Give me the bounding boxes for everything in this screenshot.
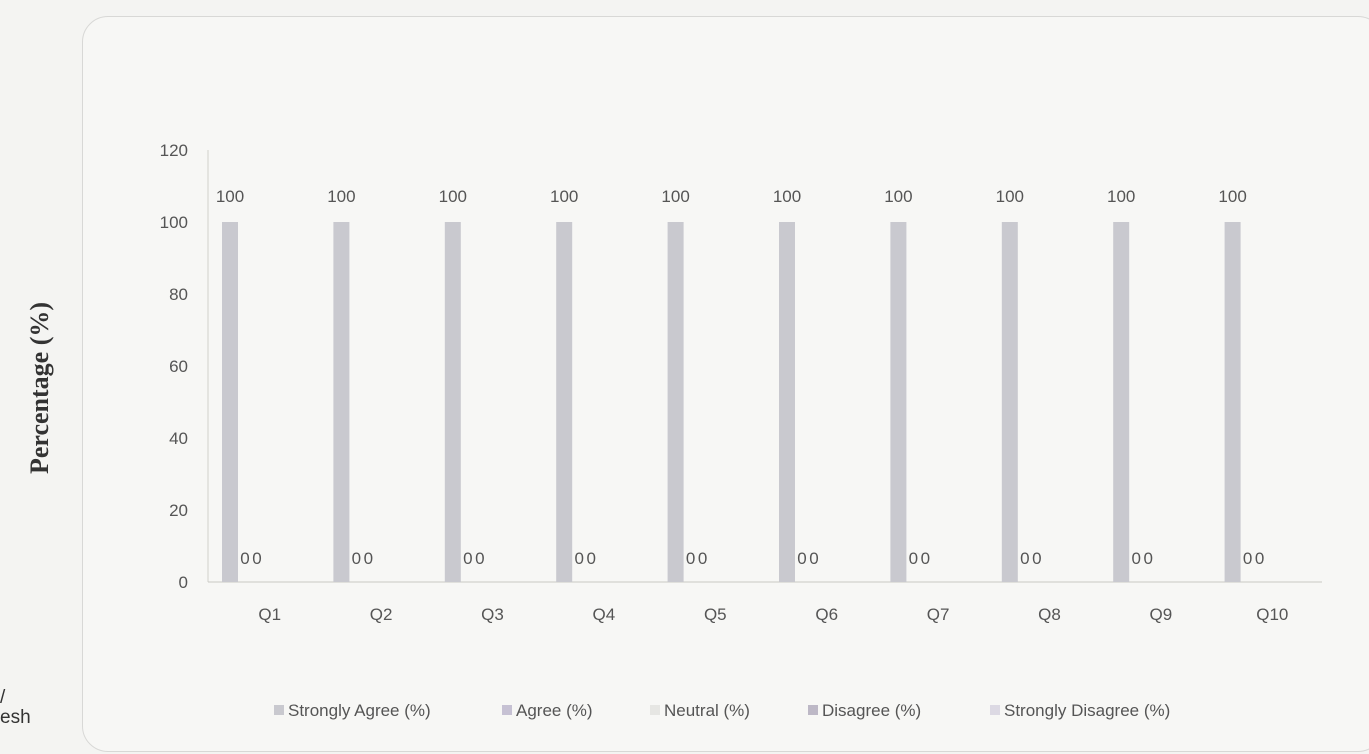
y-tick-label: 20 (169, 501, 188, 520)
bar-strongly-agree (222, 222, 238, 582)
y-tick-label: 80 (169, 285, 188, 304)
x-tick-label: Q6 (815, 605, 838, 624)
bar-strongly-agree (667, 222, 684, 582)
data-label-strongly-agree: 100 (439, 187, 467, 206)
legend-entry: Strongly Disagree (%) (1004, 701, 1170, 720)
x-tick-label: Q8 (1038, 605, 1061, 624)
legend-entry: Disagree (%) (822, 701, 921, 720)
x-tick-label: Q10 (1256, 605, 1288, 624)
data-label-strongly-agree: 100 (773, 187, 801, 206)
x-tick-label: Q3 (481, 605, 504, 624)
data-label-strongly-agree: 100 (550, 187, 578, 206)
y-tick-label: 60 (169, 357, 188, 376)
x-tick-label: Q4 (593, 605, 616, 624)
bar-strongly-agree (556, 222, 573, 582)
data-label-agree: 0 (574, 549, 583, 568)
bar-strongly-agree (444, 222, 461, 582)
y-tick-label: 40 (169, 429, 188, 448)
x-axis-ticks: Q1 Q2 Q3 Q4 Q5 Q6 Q7 Q8 Q9 Q10 (258, 605, 1288, 624)
data-label-strongly-agree: 100 (1107, 187, 1135, 206)
data-label-agree-2: 0 (921, 549, 930, 568)
legend-swatch (502, 705, 512, 715)
legend: Strongly Agree (%) Agree (%) Neutral (%) Di… (274, 701, 1170, 720)
x-tick-label: Q1 (258, 605, 281, 624)
data-label-agree: 0 (686, 549, 695, 568)
data-label-agree: 0 (1243, 549, 1252, 568)
legend-swatch (808, 705, 818, 715)
data-label-agree-2: 0 (1143, 549, 1152, 568)
data-label-agree-2: 0 (364, 549, 373, 568)
y-tick-label: 100 (160, 213, 188, 232)
data-label-strongly-agree: 100 (216, 187, 244, 206)
data-label-agree: 0 (909, 549, 918, 568)
side-text-line-1: / (0, 687, 6, 708)
data-label-agree-2: 0 (475, 549, 484, 568)
x-tick-label: Q9 (1150, 605, 1173, 624)
legend-swatch (650, 705, 660, 715)
y-axis-ticks: 0 20 40 60 80 100 120 (160, 141, 188, 592)
bar-strongly-agree (1224, 222, 1241, 582)
legend-entry: Strongly Agree (%) (288, 701, 431, 720)
x-tick-label: Q7 (927, 605, 950, 624)
bar-strongly-agree (890, 222, 907, 582)
data-label-strongly-agree: 100 (996, 187, 1024, 206)
y-axis-label: Percentage (%) (25, 302, 54, 474)
bar-strongly-agree (333, 222, 350, 582)
data-label-agree: 0 (463, 549, 472, 568)
data-label-agree: 0 (1131, 549, 1140, 568)
side-text-fragment: / esh (0, 688, 31, 728)
data-label-agree: 0 (352, 549, 361, 568)
side-text-line-2: esh (0, 707, 31, 728)
data-label-strongly-agree: 100 (1218, 187, 1246, 206)
bar-strongly-agree (1001, 222, 1018, 582)
bar-strongly-agree (1113, 222, 1130, 582)
y-tick-label: 120 (160, 141, 188, 160)
legend-swatch (990, 705, 1000, 715)
legend-entry: Agree (%) (516, 701, 593, 720)
data-label-agree-2: 0 (586, 549, 595, 568)
bar-strongly-agree (779, 222, 795, 582)
x-tick-label: Q5 (704, 605, 727, 624)
data-label-agree-2: 0 (809, 549, 818, 568)
data-label-strongly-agree: 100 (661, 187, 689, 206)
data-label-agree-2: 0 (252, 549, 261, 568)
chart-card (82, 16, 1369, 752)
data-label-agree-2: 0 (698, 549, 707, 568)
data-label-agree: 0 (1020, 549, 1029, 568)
data-label-strongly-agree: 100 (884, 187, 912, 206)
data-label-agree-2: 0 (1255, 549, 1264, 568)
x-tick-label: Q2 (370, 605, 393, 624)
data-label-agree-2: 0 (1032, 549, 1041, 568)
data-label-agree: 0 (240, 549, 249, 568)
legend-entry: Neutral (%) (664, 701, 750, 720)
data-label-strongly-agree: 100 (327, 187, 355, 206)
legend-swatch (274, 705, 284, 715)
data-label-agree: 0 (797, 549, 806, 568)
y-tick-label: 0 (179, 573, 188, 592)
